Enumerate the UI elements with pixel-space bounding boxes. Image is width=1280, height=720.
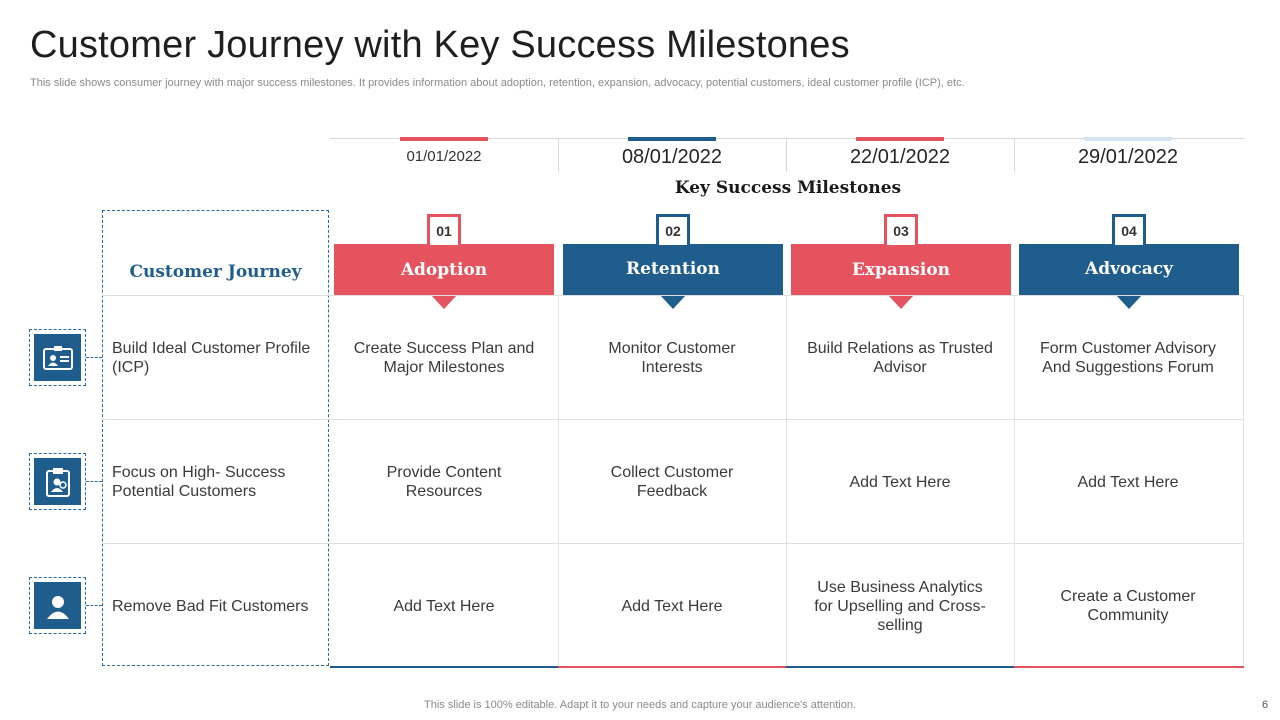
table-cell: Use Business Analytics for Upselling and… <box>814 578 986 634</box>
milestones-heading: Key Success Milestones <box>674 178 902 198</box>
timeline-divider <box>330 138 1244 139</box>
milestone-number-badge: 01 <box>427 214 461 248</box>
table-cell: Build Relations as Trusted Advisor <box>807 340 993 376</box>
date-marker-1 <box>400 137 488 141</box>
milestone-number-badge: 04 <box>1112 214 1146 248</box>
table-cell: Add Text Here <box>849 473 951 491</box>
customer-journey-box <box>102 210 329 666</box>
table-cell: Form Customer Advisory And Suggestions F… <box>1039 340 1217 376</box>
date-column-2: 08/01/2022 <box>558 137 786 172</box>
down-arrow-icon <box>660 295 686 309</box>
date-separator <box>1014 138 1015 172</box>
row-connector <box>86 357 102 358</box>
milestone-number-badge: 03 <box>884 214 918 248</box>
journey-step-label: Remove Bad Fit Customers <box>112 597 309 615</box>
slide-title: Customer Journey with Key Success Milest… <box>30 24 850 66</box>
table-cell: Add Text Here <box>393 597 495 615</box>
table-cell: Collect Customer Feedback <box>610 464 734 500</box>
table-cell: Provide Content Resources <box>386 464 502 500</box>
table-cell: Create Success Plan and Major Milestones <box>353 340 535 376</box>
date-marker-4 <box>1084 137 1172 141</box>
grid-line <box>102 543 1244 544</box>
page-number: 6 <box>1262 699 1269 711</box>
milestone-number-badge: 02 <box>656 214 690 248</box>
milestone-header-advocacy: Advocacy <box>1019 244 1239 309</box>
journey-step-label: Focus on High- Success Potential Custome… <box>112 464 286 500</box>
date-separator <box>786 138 787 172</box>
date-label-1: 01/01/2022 <box>406 148 482 165</box>
row-icon-frame <box>29 453 86 510</box>
grid-line <box>786 295 787 667</box>
date-column-1: 01/01/2022 <box>330 137 558 172</box>
journey-step-label: Build Ideal Customer Profile (ICP) <box>112 340 311 376</box>
date-marker-2 <box>628 137 716 141</box>
row-icon-frame <box>29 329 86 386</box>
row-icon-frame <box>29 577 86 634</box>
date-separator <box>558 138 559 172</box>
down-arrow-icon <box>1116 295 1142 309</box>
date-marker-3 <box>856 137 944 141</box>
row-connector <box>86 481 102 482</box>
date-column-4: 29/01/2022 <box>1014 137 1242 172</box>
bottom-accent-line <box>558 666 786 668</box>
milestone-header-retention: Retention <box>563 244 783 309</box>
customer-journey-title: Customer Journey <box>129 262 302 282</box>
grid-line <box>102 419 1244 420</box>
table-cell: Add Text Here <box>621 597 723 615</box>
grid-line <box>558 295 559 667</box>
milestone-label: Retention <box>626 259 720 279</box>
down-arrow-icon <box>431 295 457 309</box>
slide-subtitle: This slide shows consumer journey with m… <box>30 77 965 89</box>
grid-line <box>1243 295 1244 667</box>
milestone-label: Expansion <box>851 260 951 280</box>
grid-line <box>1014 295 1015 667</box>
down-arrow-icon <box>888 295 914 309</box>
id-card-icon <box>34 334 81 381</box>
date-label-3: 22/01/2022 <box>849 146 951 168</box>
slide-footer: This slide is 100% editable. Adapt it to… <box>424 699 856 711</box>
table-cell: Add Text Here <box>1077 473 1179 491</box>
date-label-4: 29/01/2022 <box>1077 146 1179 168</box>
grid-line <box>102 295 1244 296</box>
table-cell: Monitor Customer Interests <box>608 340 736 376</box>
table-cell: Create a Customer Community <box>1060 588 1196 624</box>
row-connector <box>86 605 102 606</box>
milestone-label: Advocacy <box>1085 259 1173 279</box>
bottom-accent-line <box>1014 666 1244 668</box>
bottom-accent-line <box>786 666 1014 668</box>
milestone-header-adoption: Adoption <box>334 244 554 309</box>
bottom-accent-line <box>330 666 558 668</box>
milestone-header-expansion: Expansion <box>791 244 1011 309</box>
date-column-3: 22/01/2022 <box>786 137 1014 172</box>
user-icon <box>34 582 81 629</box>
date-label-2: 08/01/2022 <box>621 146 723 168</box>
clipboard-user-icon <box>34 458 81 505</box>
milestone-label: Adoption <box>400 260 488 280</box>
